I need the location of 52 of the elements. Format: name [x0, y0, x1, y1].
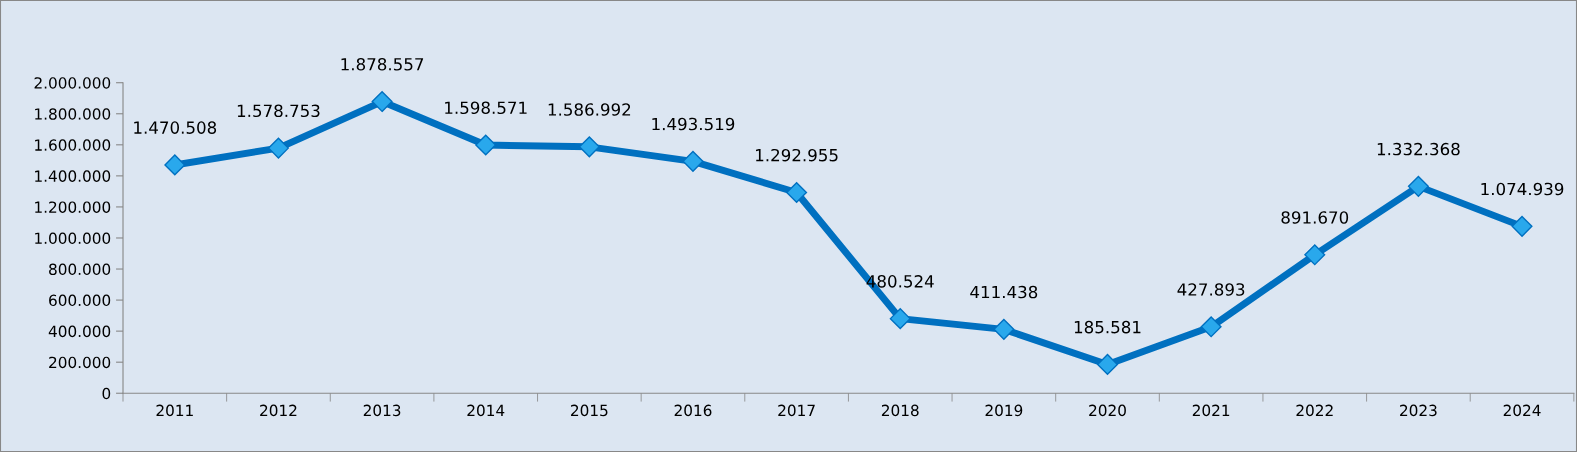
point: [164, 154, 186, 176]
data-label: 1.578.753: [237, 104, 320, 118]
y-tick-label: 2.000.000: [34, 77, 111, 89]
x-tick-label: 2017: [778, 404, 815, 417]
x-tick-label: 2021: [1192, 404, 1230, 417]
data-label: 1.586.992: [548, 103, 631, 116]
y-tick-label: 1.400.000: [35, 170, 111, 182]
y-tick-label: 1.800.000: [35, 108, 111, 120]
data-label: 1.292.955: [756, 148, 838, 162]
point: [1304, 244, 1326, 266]
y-tick-label: 200.000: [49, 356, 111, 369]
x-tick-label: 2018: [881, 404, 919, 417]
x-tick-label: 2012: [260, 404, 297, 417]
data-label: 427.893: [1177, 283, 1245, 296]
x-tick-label: 2014: [467, 404, 505, 417]
point: [578, 136, 600, 158]
y-tick-label: 600.000: [49, 294, 111, 307]
y-tick-label: 800.000: [49, 263, 111, 276]
point: [475, 134, 497, 156]
x-tick-label: 2015: [571, 404, 608, 417]
y-tick-label: 1.600.000: [35, 139, 111, 151]
point: [889, 308, 911, 330]
point: [682, 150, 704, 172]
data-label: 1.493.519: [652, 117, 735, 131]
point: [786, 181, 808, 204]
x-tick-label: 2019: [985, 404, 1023, 417]
data-label: 891.670: [1281, 211, 1349, 224]
point: [371, 91, 393, 113]
x-tick-label: 2011: [156, 404, 193, 417]
y-tick-label: 400.000: [48, 325, 111, 338]
point: [1200, 316, 1222, 338]
x-tick-label: 2024: [1503, 404, 1541, 417]
data-label: 411.438: [970, 285, 1038, 299]
point: [993, 318, 1015, 340]
y-tick-label: 1.200.000: [35, 201, 111, 213]
x-tick-label: 2022: [1296, 404, 1333, 417]
x-tick-label: 2016: [674, 404, 712, 417]
y-tick-label: 0: [102, 387, 111, 400]
data-label: 1.332.368: [1377, 142, 1460, 156]
data-label: 1.598.571: [445, 101, 527, 115]
point: [1096, 353, 1119, 375]
x-tick-label: 2023: [1400, 404, 1437, 417]
data-label: 1.470.508: [134, 121, 217, 134]
x-tick-label: 2013: [363, 404, 401, 417]
y-tick-label: 1.000.000: [35, 232, 111, 244]
point: [1511, 215, 1533, 237]
data-label: 1.074.939: [1481, 182, 1564, 196]
x-tick-label: 2020: [1089, 404, 1126, 417]
point: [1407, 175, 1429, 197]
data-label: 185.581: [1074, 320, 1141, 334]
data-label: 1.878.557: [341, 57, 424, 71]
point: [267, 137, 289, 159]
